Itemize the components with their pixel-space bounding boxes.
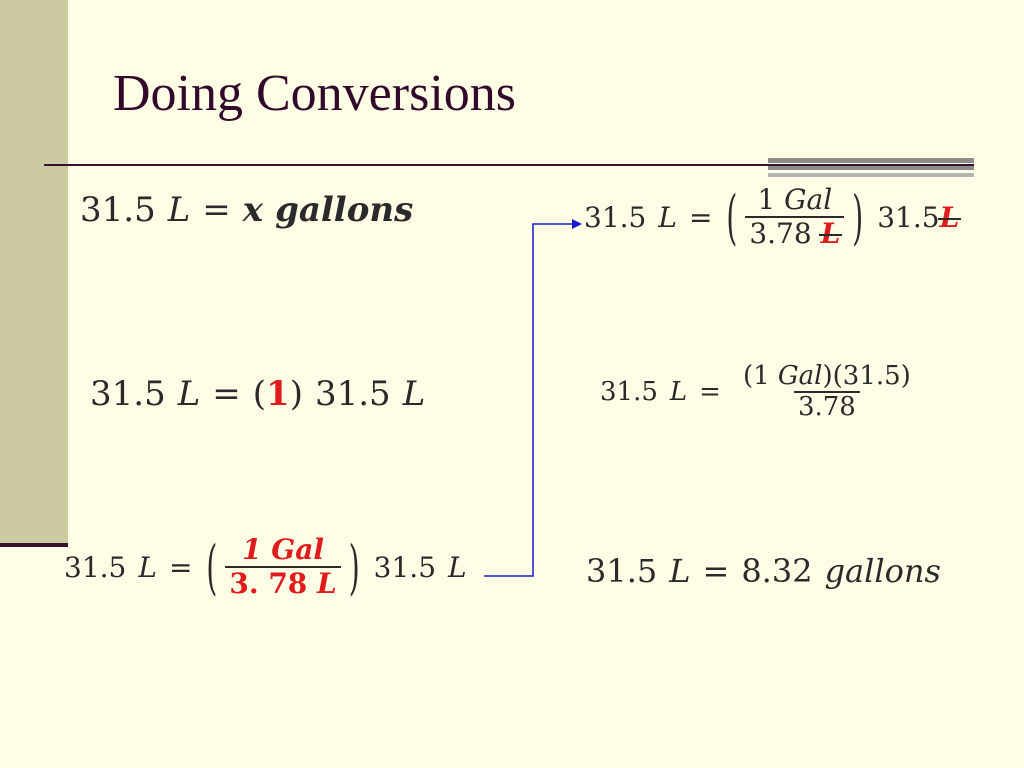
eq3-denominator: 3. 78 L bbox=[225, 565, 341, 600]
eq5-lhs: 31.5 bbox=[600, 377, 658, 408]
eq4-unit2: L bbox=[937, 200, 961, 234]
eq6-lhs: 31.5 bbox=[586, 552, 658, 590]
eq1-x: x bbox=[242, 190, 264, 230]
eq4-value: 31.5 bbox=[877, 200, 940, 234]
eq1-unit: L bbox=[167, 190, 191, 230]
arrowhead-icon bbox=[572, 219, 582, 229]
eq6-rhs: gallons bbox=[824, 552, 941, 590]
eq5-fraction: (1 Gal)(31.5) 3.78 bbox=[739, 362, 915, 422]
eq2-value: 31.5 bbox=[314, 374, 391, 414]
equation-result: 31.5 L = 8.32 gallons bbox=[586, 552, 941, 590]
slide-title: Doing Conversions bbox=[113, 65, 516, 122]
eq1-lhs: 31.5 bbox=[80, 190, 156, 230]
eq3-unit: L bbox=[138, 550, 157, 584]
eq6-value: 8.32 bbox=[741, 552, 813, 590]
eq1-equals: = bbox=[202, 190, 231, 230]
sidebar-divider bbox=[0, 543, 68, 547]
equation-conversion-factor: 31.5 L = ( 1 Gal 3. 78 L ) 31.5 L bbox=[64, 532, 467, 603]
eq5-numerator: (1 Gal)(31.5) bbox=[742, 361, 911, 391]
eq2-close-paren: ) bbox=[289, 374, 303, 414]
title-accent-bars bbox=[768, 158, 974, 178]
eq4-denominator: 3.78 L bbox=[745, 215, 845, 250]
eq3-lhs: 31.5 bbox=[64, 550, 127, 584]
eq6-equals: = bbox=[702, 552, 730, 590]
eq3-unit2: L bbox=[448, 550, 467, 584]
equation-initial: 31.5 L = x gallons bbox=[80, 190, 413, 230]
eq3-fraction: 1 Gal 3. 78 L bbox=[225, 533, 341, 600]
eq5-denominator: 3.78 bbox=[793, 390, 860, 423]
eq3-equals: = bbox=[168, 550, 193, 584]
sidebar-bar bbox=[0, 0, 68, 546]
eq3-open-paren: ( bbox=[206, 532, 218, 603]
equation-identity: 31.5 L = ( 1 ) 31.5 L bbox=[90, 374, 425, 414]
equation-cancel-units: 31.5 L = ( 1 Gal 3.78 L ) 31.5 L bbox=[584, 182, 961, 253]
eq2-open-paren: ( bbox=[252, 374, 267, 414]
eq4-open-paren: ( bbox=[726, 182, 738, 253]
eq4-equals: = bbox=[688, 200, 713, 234]
eq5-equals: = bbox=[699, 377, 721, 408]
eq4-close-paren: ) bbox=[852, 182, 864, 253]
eq4-numerator: 1 Gal bbox=[757, 183, 833, 216]
eq1-rhs: gallons bbox=[275, 190, 414, 230]
eq4-unit: L bbox=[658, 200, 677, 234]
eq4-lhs: 31.5 bbox=[584, 200, 647, 234]
equation-simplified: 31.5 L = (1 Gal)(31.5) 3.78 bbox=[600, 362, 921, 422]
title-rule bbox=[44, 164, 974, 166]
eq2-one: 1 bbox=[266, 374, 290, 414]
eq2-lhs: 31.5 bbox=[90, 374, 166, 414]
eq6-unit: L bbox=[669, 552, 691, 590]
eq2-equals: = bbox=[212, 374, 241, 414]
eq5-unit: L bbox=[669, 377, 688, 408]
eq4-fraction: 1 Gal 3.78 L bbox=[745, 183, 845, 250]
eq2-unit: L bbox=[177, 374, 201, 414]
eq3-numerator: 1 Gal bbox=[242, 533, 324, 566]
eq3-close-paren: ) bbox=[348, 532, 360, 603]
eq3-value: 31.5 bbox=[373, 550, 437, 584]
eq2-unit2: L bbox=[402, 374, 426, 414]
